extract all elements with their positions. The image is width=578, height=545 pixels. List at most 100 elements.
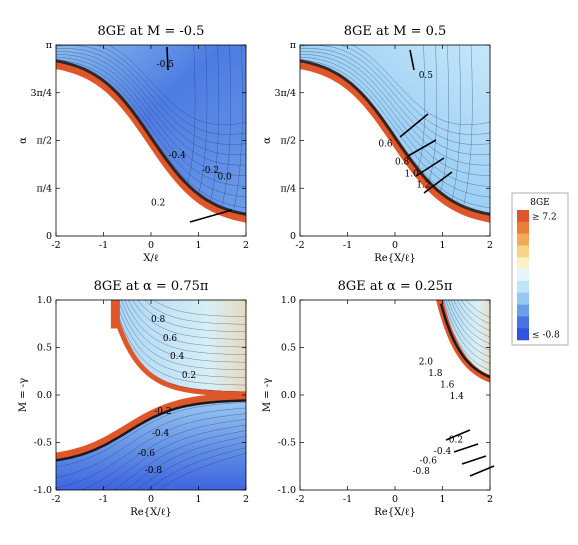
contour-line bbox=[117, 313, 246, 386]
y-tick-label: 0.0 bbox=[37, 390, 52, 401]
contour-line bbox=[456, 300, 490, 331]
panel-3: -2 -1 0 1 2 -1.0 -0.5 0.0 0.5 1.0 8GE at α = 0.75π… bbox=[18, 279, 249, 518]
divergence-band bbox=[300, 60, 490, 223]
legend-swatch bbox=[517, 316, 529, 329]
leader-line bbox=[453, 443, 479, 453]
y-tick-label: 1.0 bbox=[281, 295, 296, 306]
contour-label: 0.6 bbox=[163, 334, 178, 344]
panel-title: 8GE at M = 0.5 bbox=[344, 24, 447, 39]
contour-label: 1.6 bbox=[440, 380, 455, 390]
contour-line bbox=[56, 51, 246, 166]
panel-title: 8GE at M = -0.5 bbox=[98, 24, 205, 39]
legend-title: 8GE bbox=[530, 198, 550, 208]
x-tick-label: -2 bbox=[51, 240, 60, 251]
field-region bbox=[300, 45, 490, 219]
contour-line bbox=[56, 56, 246, 187]
contour-label: -0.5 bbox=[157, 60, 175, 70]
contour-line bbox=[445, 300, 490, 358]
contour-line bbox=[117, 305, 246, 378]
leader-line bbox=[469, 465, 495, 477]
contour-line bbox=[125, 436, 246, 490]
contour-label: -0.2 bbox=[154, 407, 171, 417]
y-tick-label: 3π/4 bbox=[30, 88, 52, 99]
x-tick-label: 1 bbox=[439, 494, 445, 505]
leader-line bbox=[189, 209, 233, 223]
contour-label: -0.4 bbox=[152, 429, 170, 439]
x-tick-label: 2 bbox=[487, 494, 493, 505]
contour-label: 0.8 bbox=[151, 315, 166, 325]
panel-2: -2 -1 0 1 2 0 π/4 π/2 3π/4 π 8GE at M = 0.5 Re{X/ℓ}… bbox=[262, 24, 493, 264]
y-tick-label: -0.5 bbox=[278, 438, 296, 449]
plot-area-2 bbox=[300, 45, 490, 236]
leader-line bbox=[445, 429, 471, 441]
x-axis-label: Re{X/ℓ} bbox=[374, 253, 415, 264]
legend-swatch bbox=[517, 210, 529, 223]
contour-label: 1.0 bbox=[404, 169, 419, 179]
contour-label: 1.8 bbox=[428, 369, 443, 379]
band-edge bbox=[56, 399, 246, 462]
leader-line bbox=[407, 139, 437, 157]
y-tick-label: 0.5 bbox=[37, 343, 52, 354]
contour-line bbox=[56, 54, 246, 176]
contour-line bbox=[300, 51, 490, 166]
contour-line bbox=[222, 45, 231, 206]
contour-line bbox=[56, 59, 246, 198]
contour-line bbox=[453, 300, 490, 338]
contour-label: -0.2 bbox=[446, 436, 463, 446]
legend-swatch bbox=[517, 245, 529, 258]
y-tick-label: 0 bbox=[290, 231, 296, 242]
field-region-lower bbox=[56, 396, 246, 490]
legend-swatch bbox=[517, 328, 529, 341]
y-tick-label: 0 bbox=[46, 231, 52, 242]
contour-line bbox=[465, 300, 490, 318]
x-axis-label: X/ℓ bbox=[143, 253, 158, 264]
contour-label: 1.2 bbox=[416, 180, 430, 190]
x-tick-label: -2 bbox=[295, 494, 304, 505]
x-tick-label: -1 bbox=[99, 494, 108, 505]
x-tick-label: 0 bbox=[148, 240, 154, 251]
contour-line bbox=[107, 45, 246, 125]
y-tick-label: -1.0 bbox=[278, 485, 296, 496]
contour-line bbox=[186, 45, 196, 186]
contour-line bbox=[463, 45, 473, 205]
y-tick-label: π/2 bbox=[281, 136, 297, 147]
x-tick-label: -1 bbox=[99, 240, 108, 251]
y-tick-label: -0.5 bbox=[34, 438, 52, 449]
contour-label: -0.2 bbox=[202, 166, 219, 176]
field-region bbox=[56, 45, 246, 219]
y-tick-label: π/4 bbox=[37, 183, 53, 194]
leader-line bbox=[461, 455, 487, 465]
contour-line bbox=[56, 48, 246, 155]
contour-line bbox=[137, 300, 246, 333]
y-axis-label: M = -γ bbox=[262, 378, 273, 412]
band-edge bbox=[56, 59, 246, 216]
panel-4: -2 -1 0 1 2 -1.0 -0.5 0.0 0.5 1.0 8GE at α = 0.25π… bbox=[262, 279, 493, 518]
contour-line bbox=[198, 45, 208, 195]
contour-line bbox=[451, 45, 461, 200]
contour-line bbox=[443, 300, 490, 364]
contour-label: 0.4 bbox=[170, 352, 185, 362]
contour-line bbox=[56, 413, 246, 489]
contour-line bbox=[118, 300, 246, 371]
contour-line bbox=[132, 300, 246, 340]
contour-line bbox=[81, 419, 246, 490]
x-axis-label: Re{X/ℓ} bbox=[130, 507, 171, 518]
x-tick-label: 0 bbox=[392, 240, 398, 251]
contour-line bbox=[300, 56, 490, 187]
contour-line bbox=[127, 300, 246, 348]
plot-area-1 bbox=[56, 45, 246, 236]
contour-label: 0.2 bbox=[182, 371, 196, 381]
legend-swatch bbox=[517, 269, 529, 282]
contour-line bbox=[114, 430, 246, 490]
contour-label: 0.5 bbox=[419, 71, 434, 81]
legend-swatch bbox=[517, 292, 529, 305]
panel-1: -2 -1 0 1 2 0 π/4 π/2 3π/4 π 8GE at M = -0.5 X/ℓ α -0… bbox=[18, 24, 249, 264]
y-tick-label: π bbox=[290, 40, 296, 51]
x-tick-label: 0 bbox=[392, 494, 398, 505]
y-tick-label: 0.0 bbox=[281, 390, 296, 401]
leader-line bbox=[399, 113, 429, 138]
legend-swatch bbox=[517, 280, 529, 294]
contour-line bbox=[428, 45, 437, 184]
x-tick-label: 1 bbox=[195, 240, 201, 251]
